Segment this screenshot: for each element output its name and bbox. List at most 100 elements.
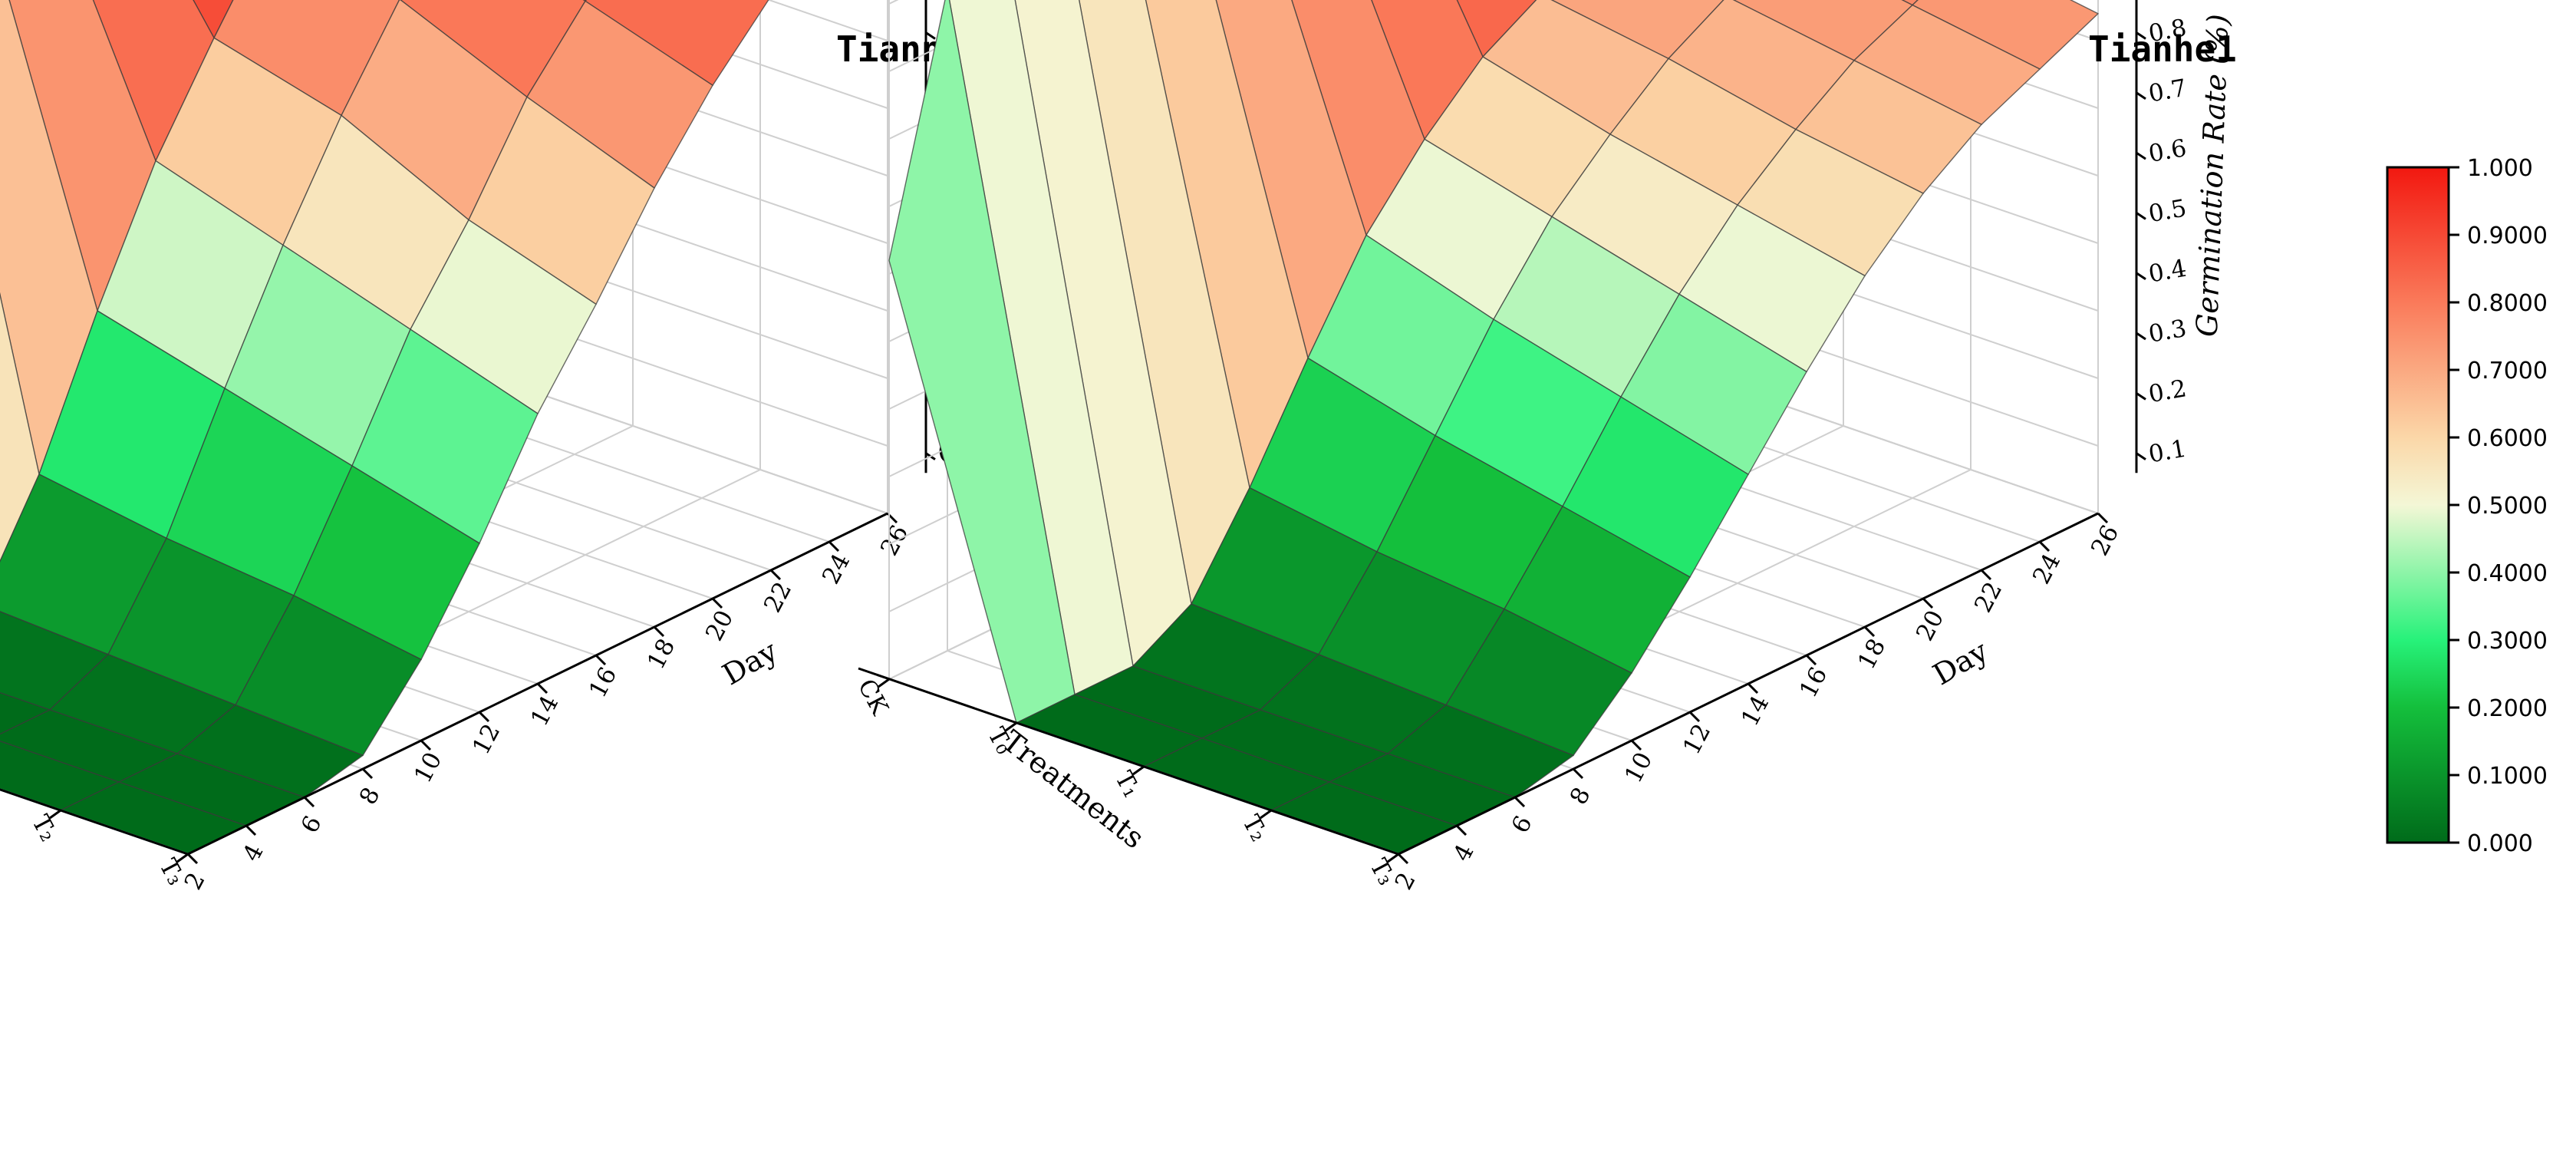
colorbar-tick-label: 0.6000 — [2467, 425, 2548, 452]
day-tick — [361, 767, 374, 780]
day-tick-label: 8 — [1565, 783, 1596, 809]
day-tick-label: 20 — [1911, 605, 1949, 645]
day-tick — [1455, 824, 1468, 836]
day-tick-label: 2 — [180, 868, 211, 894]
day-tick — [653, 625, 665, 638]
day-tick — [1805, 654, 1817, 666]
day-tick-label: 18 — [642, 634, 680, 674]
day-tick — [828, 540, 840, 553]
day-tick — [1514, 796, 1526, 808]
treatment-axis-line — [0, 788, 189, 856]
z-tick — [925, 31, 936, 40]
z-tick — [2136, 452, 2146, 460]
day-axis-label: Day — [716, 634, 783, 692]
treatment-tick — [1260, 809, 1272, 820]
panel-tiannong9: CKT₀T₁T₂T₃Treatments24681012141618202224… — [0, 0, 1027, 894]
panel-tianhe1: CKT₀T₁T₂T₃Treatments24681012141618202224… — [852, 0, 2237, 894]
treatment-tick — [1387, 853, 1399, 863]
colorbar-tick-label: 0.7000 — [2467, 358, 2548, 384]
z-tick-label: 0.1 — [2146, 435, 2189, 469]
day-tick-label: 14 — [525, 691, 564, 731]
day-tick-label: 6 — [1507, 811, 1538, 837]
day-tick-label: 24 — [2028, 549, 2066, 589]
day-tick-label: 26 — [875, 520, 914, 560]
day-tick-label: 22 — [1969, 577, 2008, 617]
z-tick-label: 0.5 — [2146, 194, 2189, 228]
z-tick — [2136, 91, 2146, 101]
day-tick-label: 4 — [238, 840, 269, 866]
colorbar-tick-label: 0.5000 — [2467, 493, 2548, 520]
colorbar-gradient — [2386, 166, 2450, 844]
day-tick-label: 6 — [296, 811, 328, 837]
z-tick-label: 0.8 — [2146, 14, 2189, 48]
day-tick — [186, 853, 199, 865]
day-tick — [1630, 739, 1642, 751]
treatment-tick — [1132, 765, 1145, 776]
colorbar-tick-label: 1.000 — [2467, 155, 2533, 182]
day-tick-label: 2 — [1390, 868, 1421, 894]
z-tick-label: 0.7 — [2146, 74, 2189, 108]
day-tick — [420, 739, 432, 751]
day-tick-label: 22 — [759, 577, 797, 617]
day-tick — [2038, 540, 2051, 553]
z-tick — [2136, 151, 2146, 160]
day-tick — [1922, 597, 1934, 609]
treatment-axis-line — [858, 667, 1399, 856]
day-tick — [1980, 569, 1992, 581]
z-tick-label: 0.4 — [2146, 255, 2189, 289]
chart-title-tianhe1: Tianhe1 — [2088, 28, 2237, 70]
colorbar: 1.000 0.9000 0.8000 0.7000 0.6000 0.5000 0.400… — [2386, 155, 2548, 857]
treatment-tick — [176, 853, 189, 863]
colorbar-tick-label: 0.1000 — [2467, 763, 2548, 790]
treatment-tick — [878, 678, 890, 688]
z-tick-label: 0.2 — [2146, 374, 2189, 408]
day-tick — [245, 824, 257, 836]
day-tick — [478, 711, 490, 723]
day-tick — [1688, 711, 1701, 723]
day-tick — [2097, 512, 2109, 524]
colorbar-tick-label: 0.9000 — [2467, 223, 2548, 249]
treatment-tick — [1005, 721, 1017, 732]
day-tick — [1397, 853, 1409, 865]
day-tick-label: 10 — [1619, 747, 1658, 787]
colorbar-tick-label: 0.2000 — [2467, 695, 2548, 722]
day-tick — [536, 682, 548, 695]
day-tick-label: 26 — [2086, 520, 2124, 560]
day-tick-label: 20 — [700, 605, 739, 645]
day-tick-label: 10 — [409, 747, 447, 787]
day-tick-label: 14 — [1736, 691, 1774, 731]
day-axis-label: Day — [1927, 634, 1994, 692]
day-tick-label: 8 — [354, 783, 386, 809]
day-tick — [711, 597, 723, 609]
colorbar-tick-label: 0.4000 — [2467, 560, 2548, 587]
day-tick — [595, 654, 607, 666]
day-tick-label: 12 — [467, 719, 506, 759]
z-tick — [2136, 272, 2146, 280]
day-tick-label: 12 — [1678, 719, 1716, 759]
surface-tiannong9 — [0, 0, 769, 856]
colorbar-tick-label: 0.000 — [2467, 830, 2533, 857]
z-tick-label: 0.3 — [2146, 315, 2189, 348]
day-tick — [1863, 625, 1876, 638]
treatment-tick-label: T₂ — [1237, 810, 1273, 846]
z-tick — [2136, 332, 2146, 341]
day-tick — [1572, 767, 1584, 780]
treatment-tick-label: T₁ — [1109, 767, 1145, 802]
day-tick-label: 4 — [1448, 840, 1480, 866]
z-tick — [2136, 392, 2146, 401]
treatment-tick — [49, 809, 61, 820]
surface-cell — [1901, 0, 1919, 6]
day-tick-label: 16 — [1794, 662, 1833, 702]
treatment-tick-label: T₂ — [26, 810, 62, 846]
surface-tianhe1 — [888, 0, 2099, 856]
colorbar-tick-label: 0.8000 — [2467, 290, 2548, 317]
day-tick — [303, 796, 315, 808]
colorbar-tick-label: 0.3000 — [2467, 628, 2548, 655]
z-tick — [2136, 31, 2146, 40]
day-tick-label: 18 — [1853, 634, 1891, 674]
day-tick-label: 16 — [584, 662, 622, 702]
z-tick — [2136, 212, 2146, 220]
surface-cell — [193, 0, 234, 39]
day-tick — [1747, 682, 1759, 695]
